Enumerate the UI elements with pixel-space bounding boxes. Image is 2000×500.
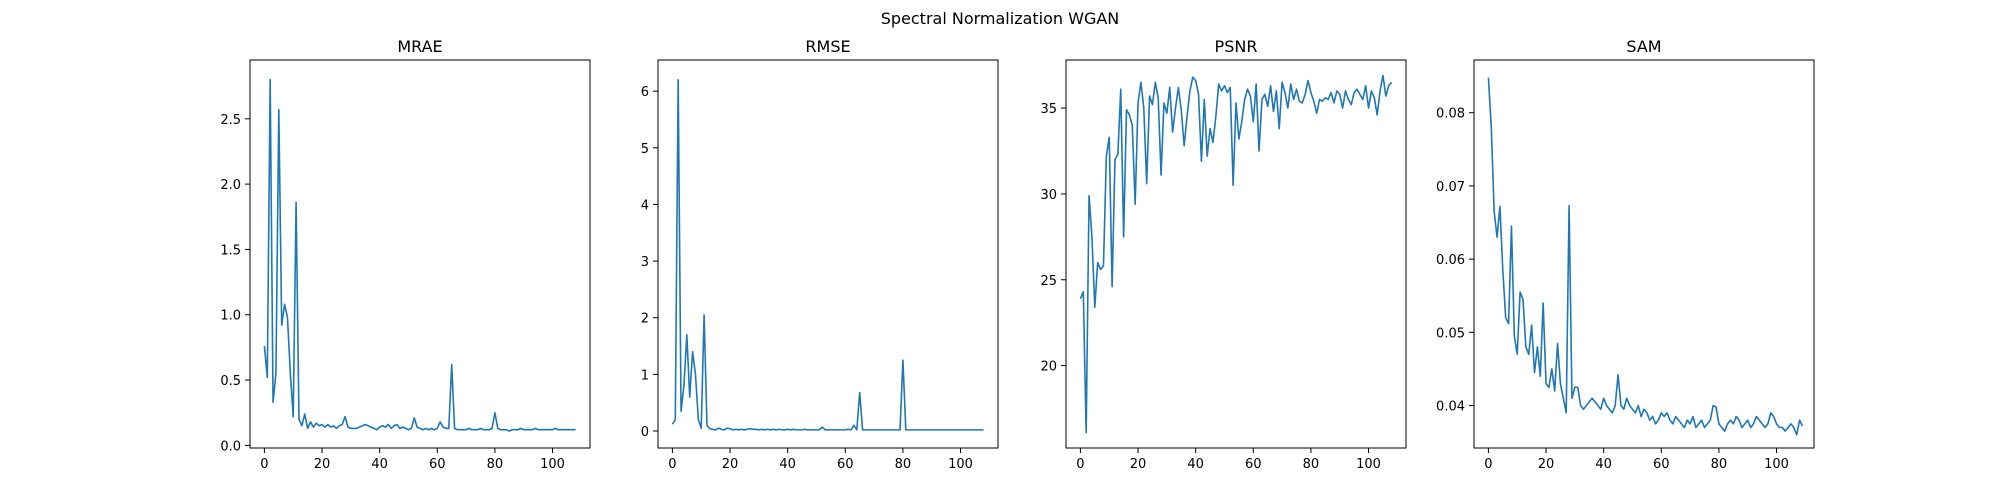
- x-tick-label: 20: [1538, 457, 1555, 472]
- axes-frame: [657, 59, 999, 449]
- series-line: [263, 78, 576, 432]
- y-tick-label: 1.0: [220, 309, 241, 324]
- x-tick-label: 40: [1187, 457, 1204, 472]
- y-tick-label: 0.05: [1436, 326, 1465, 341]
- y-tick-label: 3: [641, 255, 649, 270]
- x-tick-label: 100: [540, 457, 565, 472]
- subplot-title: SAM: [1626, 37, 1661, 56]
- subplot-psnr: PSNR 0 20 40 60 80 100 20 25 30 35: [1040, 37, 1407, 472]
- y-tick-label: 0.07: [1436, 180, 1465, 195]
- y-tick-label: 35: [1040, 102, 1057, 117]
- x-tick-label: 20: [1130, 457, 1147, 472]
- x-tick-label: 0: [1484, 457, 1492, 472]
- x-tick-label: 20: [722, 457, 739, 472]
- y-tick-label: 0.0: [220, 439, 241, 454]
- y-tick-label: 0.5: [220, 374, 241, 389]
- subplot-rmse: RMSE 0 20 40 60 80 100 0 1 2 3 4 5 6: [641, 37, 999, 472]
- subplot-mrae: MRAE 0 20 40 60 80 100 0.0 0.5 1.0 1.5 2.0 2.5: [220, 37, 591, 472]
- x-tick-label: 0: [1076, 457, 1084, 472]
- subplot-title: RMSE: [805, 37, 850, 56]
- y-tick-label: 4: [641, 198, 649, 213]
- x-tick-label: 80: [1711, 457, 1728, 472]
- y-tick-label: 2.0: [220, 178, 241, 193]
- x-tick-label: 0: [260, 457, 268, 472]
- figure-suptitle: Spectral Normalization WGAN: [881, 9, 1120, 28]
- x-tick-label: 60: [429, 457, 446, 472]
- series-line: [1487, 77, 1804, 436]
- x-tick-label: 40: [1595, 457, 1612, 472]
- x-tick-label: 100: [948, 457, 973, 472]
- y-tick-label: 0.04: [1436, 400, 1465, 415]
- x-tick-label: 80: [487, 457, 504, 472]
- x-tick-label: 40: [779, 457, 796, 472]
- x-tick-label: 60: [837, 457, 854, 472]
- y-tick-label: 25: [1040, 274, 1057, 289]
- y-tick-label: 0.06: [1436, 253, 1465, 268]
- x-tick-label: 80: [895, 457, 912, 472]
- axes-frame: [1473, 59, 1815, 449]
- y-tick-label: 30: [1040, 188, 1057, 203]
- subplot-title: PSNR: [1215, 37, 1258, 56]
- x-tick-label: 60: [1245, 457, 1262, 472]
- series-line: [1079, 74, 1393, 434]
- x-tick-label: 0: [668, 457, 676, 472]
- x-tick-label: 20: [314, 457, 331, 472]
- y-tick-label: 0.08: [1436, 107, 1465, 122]
- y-tick-label: 6: [641, 85, 649, 100]
- axes-frame: [249, 59, 591, 449]
- y-tick-label: 2: [641, 312, 649, 327]
- x-tick-label: 80: [1303, 457, 1320, 472]
- x-tick-label: 40: [371, 457, 388, 472]
- x-tick-label: 60: [1653, 457, 1670, 472]
- series-line: [671, 79, 984, 431]
- y-tick-label: 20: [1040, 360, 1057, 375]
- x-tick-label: 100: [1356, 457, 1381, 472]
- subplot-sam: SAM 0 20 40 60 80 100 0.04 0.05 0.06 0.07 0.08: [1436, 37, 1815, 472]
- y-tick-label: 2.5: [220, 113, 241, 128]
- subplot-title: MRAE: [397, 37, 442, 56]
- y-tick-label: 5: [641, 142, 649, 157]
- x-tick-label: 100: [1764, 457, 1789, 472]
- axes-frame: [1065, 59, 1407, 449]
- y-tick-label: 1: [641, 368, 649, 383]
- y-tick-label: 1.5: [220, 243, 241, 258]
- y-tick-label: 0: [641, 425, 649, 440]
